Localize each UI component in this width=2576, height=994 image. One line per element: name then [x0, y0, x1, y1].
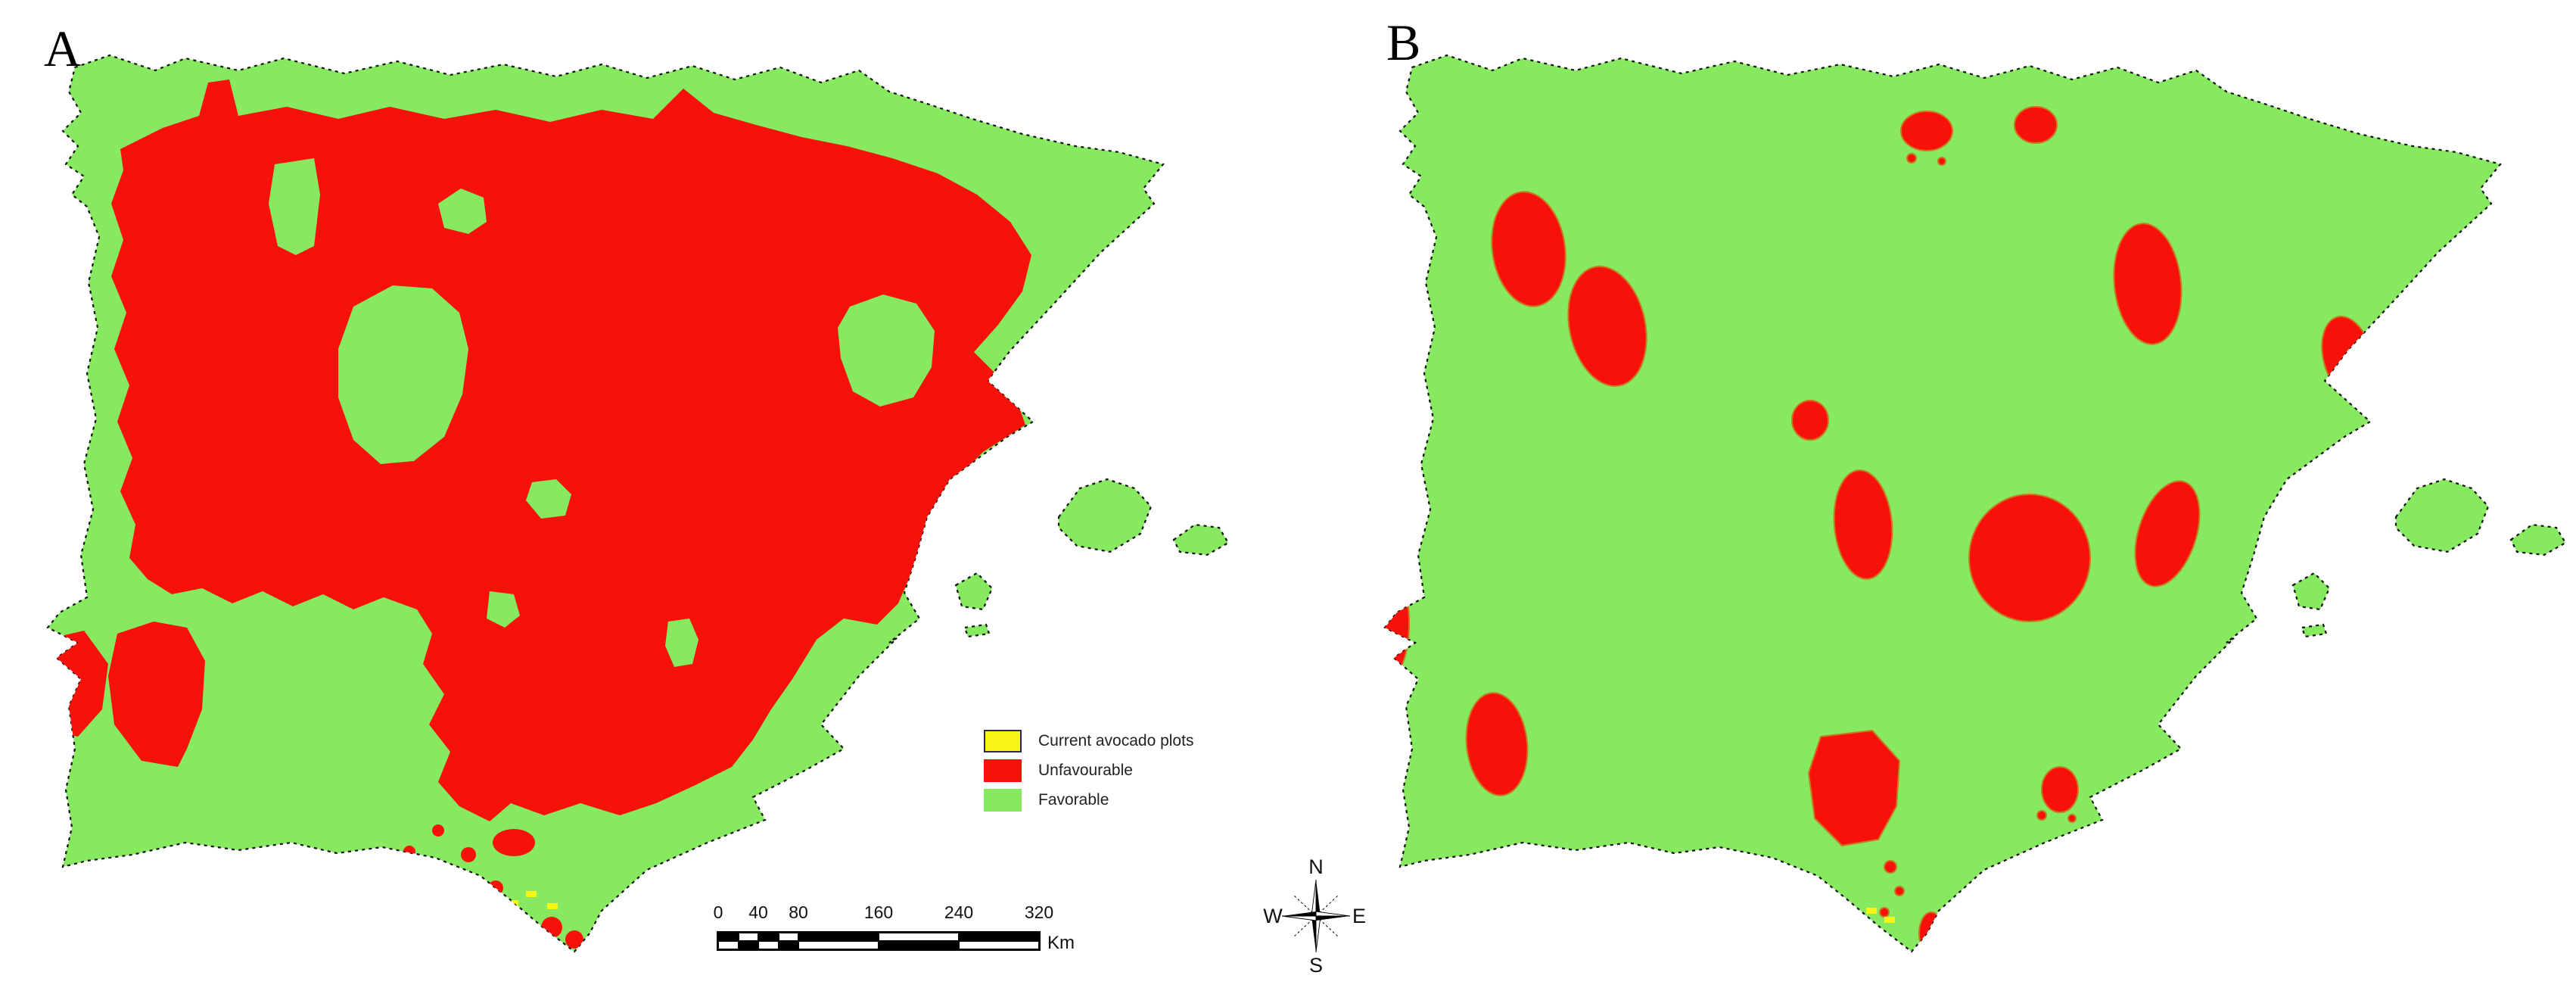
- legend-label: Current avocado plots: [1038, 732, 1194, 749]
- scale-tick: 240: [944, 902, 974, 922]
- scale-tick: 320: [1024, 902, 1054, 922]
- panel-b-map: [1383, 54, 2567, 953]
- balearic-islands: [2291, 478, 2567, 638]
- scale-unit-label: Km: [1047, 933, 1075, 953]
- legend-item-favorable: Favorable: [984, 789, 1193, 812]
- compass-rose-icon: N S W E: [1263, 855, 1366, 977]
- compass-west-label: W: [1263, 905, 1283, 927]
- land-favorable-b: [1383, 54, 2567, 953]
- legend-label: Unfavourable: [1038, 762, 1133, 779]
- compass-south-label: S: [1309, 954, 1323, 977]
- scale-tick: 0: [713, 902, 723, 922]
- panel-a-label: A: [44, 20, 82, 77]
- favorable-swatch: [984, 789, 1022, 812]
- scale-tick: 160: [863, 902, 894, 922]
- legend: Current avocado plots Unfavourable Favor…: [984, 730, 1193, 818]
- panel-b-label: B: [1386, 14, 1421, 71]
- legend-item-unfavourable: Unfavourable: [984, 759, 1193, 782]
- legend-item-avocado: Current avocado plots: [984, 730, 1193, 753]
- scale-tick: 40: [748, 902, 768, 922]
- compass-north-label: N: [1308, 855, 1324, 878]
- compass-east-label: E: [1352, 905, 1366, 927]
- scale-bar-graphic: [717, 931, 1041, 951]
- balearic-islands: [954, 478, 1230, 638]
- avocado-swatch: [984, 730, 1022, 753]
- scale-bar: 0 40 80 160 240 320 Km: [713, 902, 1095, 963]
- unfavourable-swatch: [984, 759, 1022, 782]
- scale-tick: 80: [789, 902, 808, 922]
- iberia-landmass: [1383, 54, 2502, 953]
- compass-star-icon: [1281, 879, 1351, 953]
- legend-label: Favorable: [1038, 791, 1109, 809]
- panel-a-map: [46, 54, 1230, 953]
